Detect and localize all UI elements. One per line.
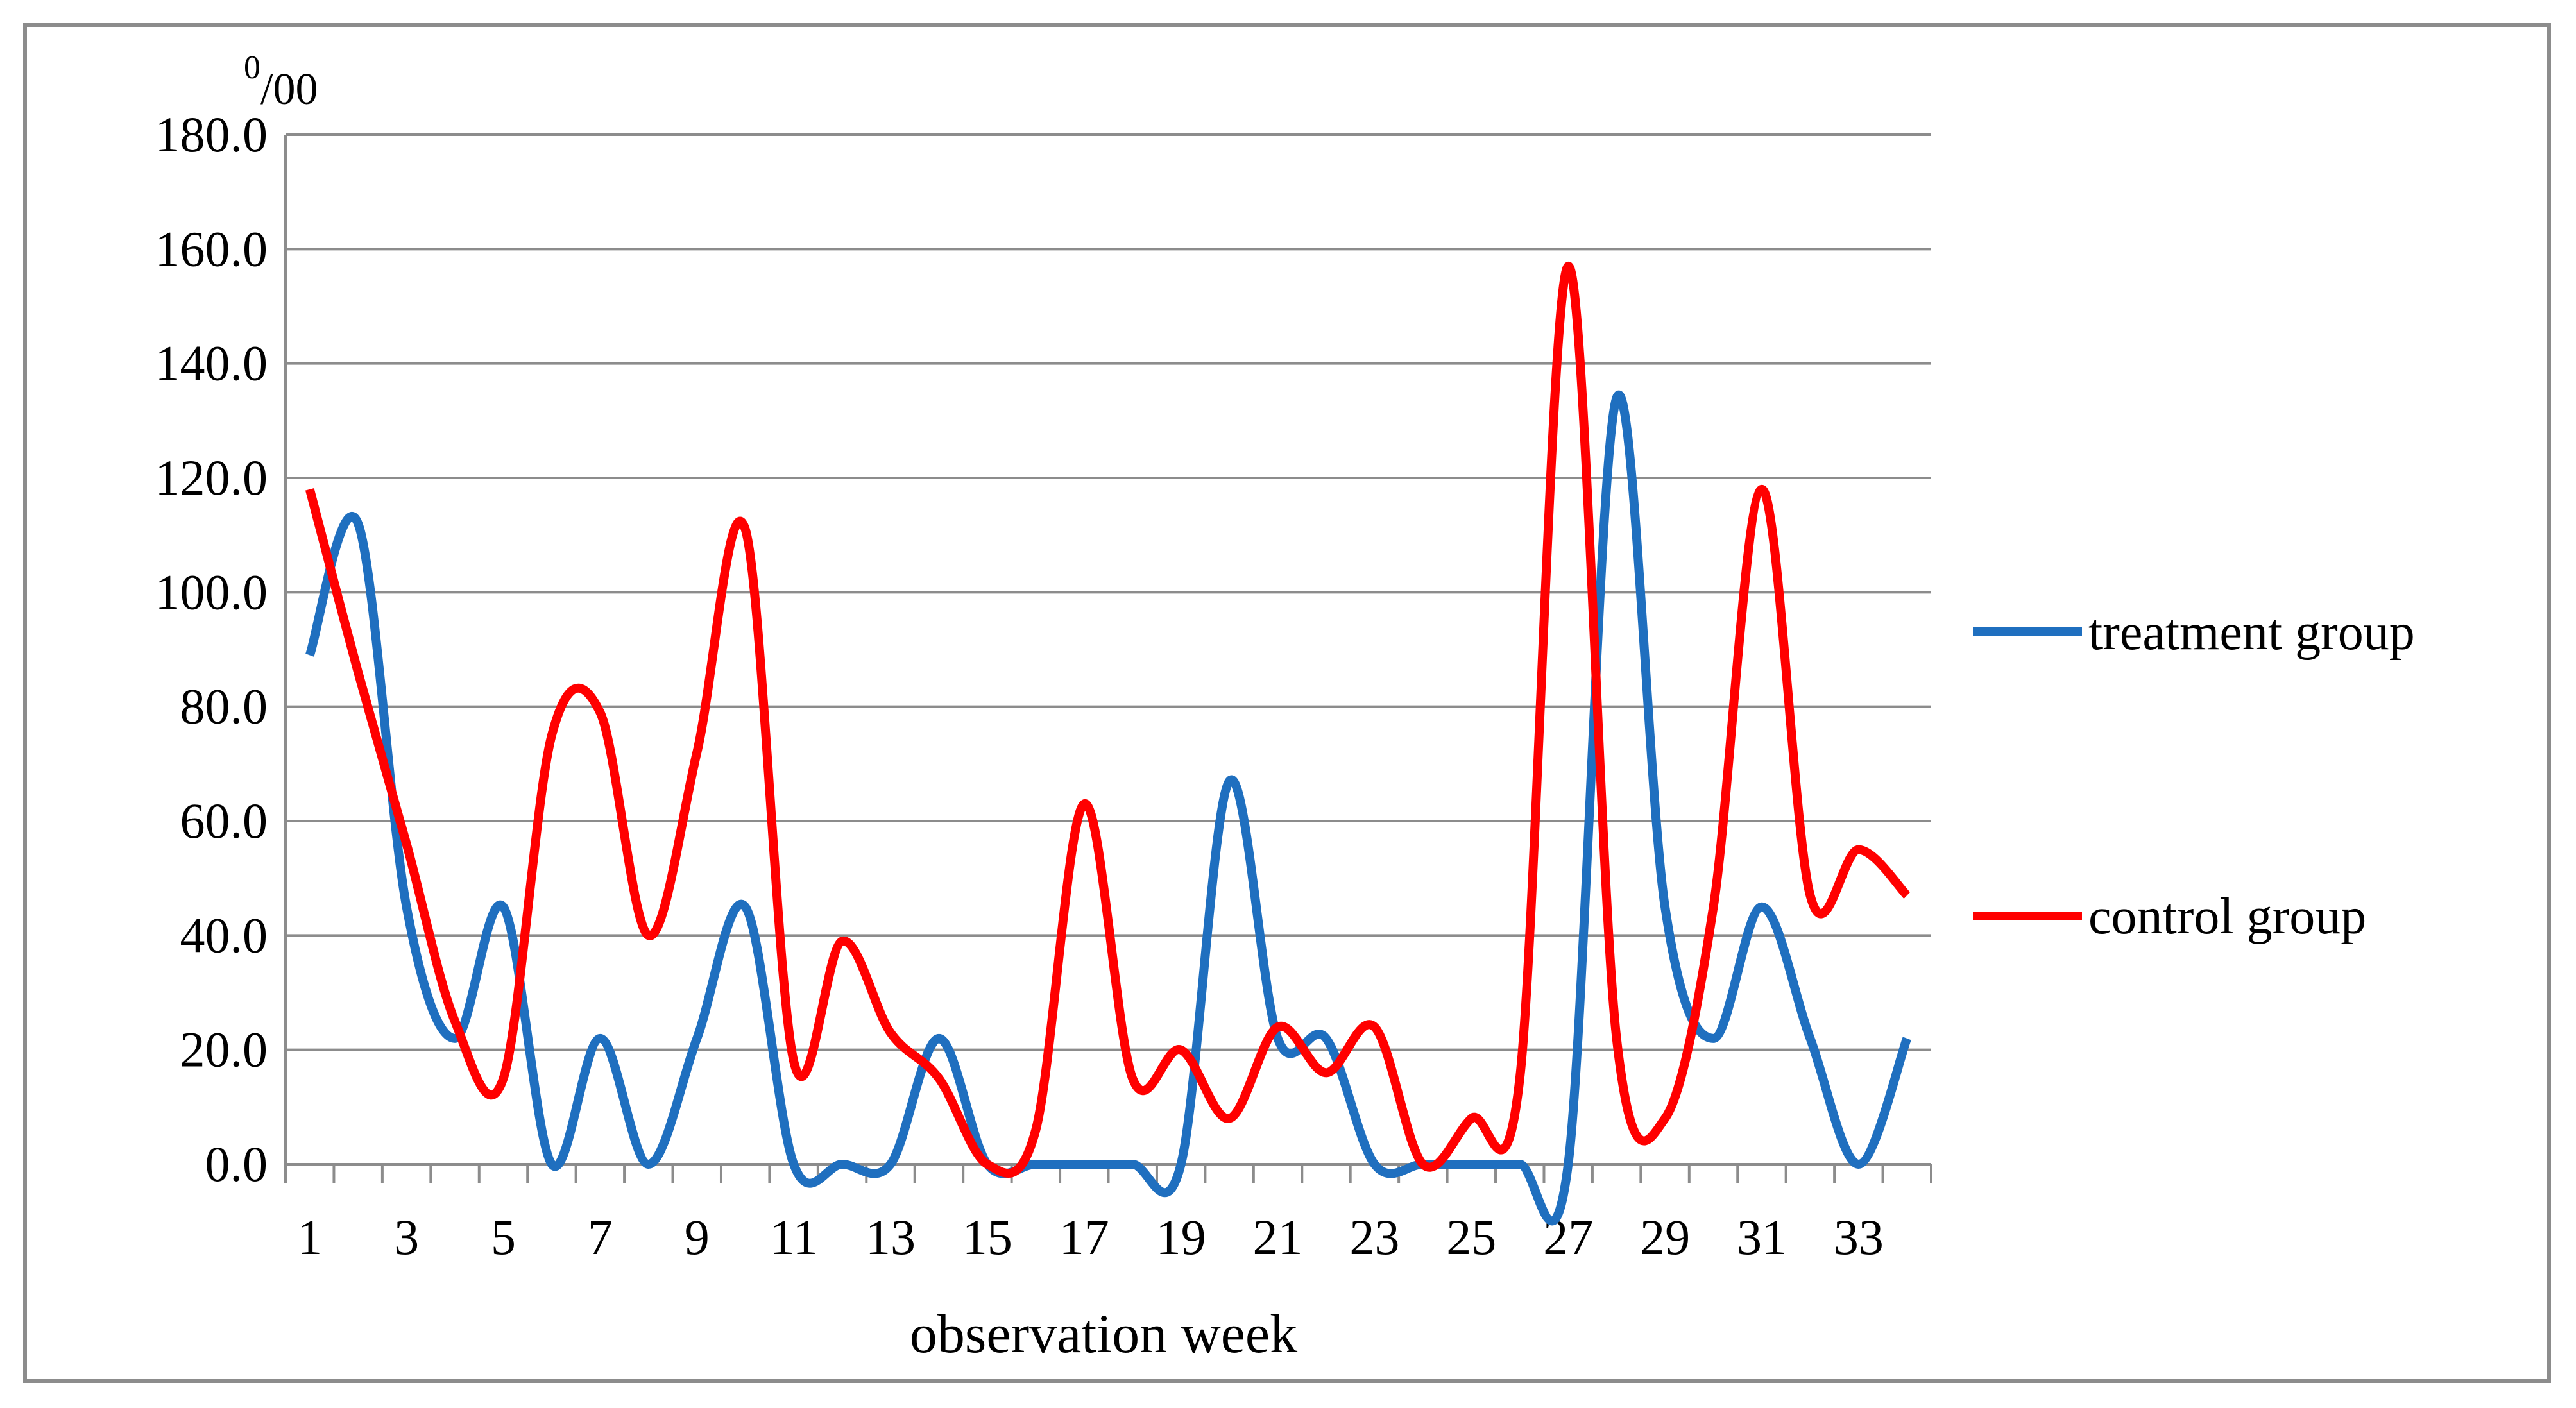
y-axis-tick-labels: 0.0 20.0 40.0 60.0 80.0 100.0 120.0 140.0 160.0 1… bbox=[155, 106, 268, 1192]
y-tick-label: 0.0 bbox=[205, 1136, 268, 1192]
legend: treatment group control group bbox=[1973, 604, 2415, 945]
legend-label: control group bbox=[2088, 888, 2366, 945]
x-tick-label: 5 bbox=[491, 1209, 516, 1265]
y-tick-label: 120.0 bbox=[155, 450, 268, 505]
series-line-treatment-group bbox=[305, 391, 1911, 1226]
x-axis-tick-labels: 1 3 5 7 9 11 13 15 17 19 21 23 25 27 29 31 33 bbox=[297, 1209, 1884, 1265]
x-tick-label: 23 bbox=[1349, 1209, 1399, 1265]
x-tick-label: 19 bbox=[1156, 1209, 1206, 1265]
series-lines bbox=[305, 262, 1911, 1226]
x-tick-label: 9 bbox=[685, 1209, 710, 1265]
x-tick-label: 7 bbox=[588, 1209, 613, 1265]
y-tick-label: 140.0 bbox=[155, 335, 268, 391]
x-tick-label: 11 bbox=[770, 1209, 818, 1265]
x-tick-label: 13 bbox=[866, 1209, 916, 1265]
y-tick-label: 60.0 bbox=[180, 793, 268, 849]
x-tick-label: 17 bbox=[1059, 1209, 1109, 1265]
x-tick-label: 3 bbox=[394, 1209, 419, 1265]
y-tick-label: 160.0 bbox=[155, 221, 268, 276]
x-axis bbox=[284, 135, 1932, 1183]
x-tick-label: 15 bbox=[962, 1209, 1012, 1265]
y-axis-unit: 0/00 bbox=[244, 49, 318, 114]
y-tick-label: 180.0 bbox=[155, 106, 268, 162]
series-line-control-group bbox=[305, 262, 1911, 1178]
x-axis-title: observation week bbox=[910, 1303, 1297, 1364]
legend-label: treatment group bbox=[2088, 604, 2415, 661]
x-tick-label: 1 bbox=[297, 1209, 322, 1265]
x-tick-label: 25 bbox=[1446, 1209, 1496, 1265]
y-tick-label: 80.0 bbox=[180, 679, 268, 734]
x-tick-label: 21 bbox=[1253, 1209, 1303, 1265]
y-tick-label: 20.0 bbox=[180, 1022, 268, 1078]
x-tick-label: 33 bbox=[1834, 1209, 1884, 1265]
y-unit-per-mille: /00 bbox=[260, 65, 318, 114]
y-unit-superscript: 0 bbox=[244, 49, 260, 86]
y-tick-label: 100.0 bbox=[155, 564, 268, 620]
y-tick-label: 40.0 bbox=[180, 907, 268, 963]
x-tick-label: 31 bbox=[1737, 1209, 1787, 1265]
x-tick-label: 29 bbox=[1640, 1209, 1690, 1265]
